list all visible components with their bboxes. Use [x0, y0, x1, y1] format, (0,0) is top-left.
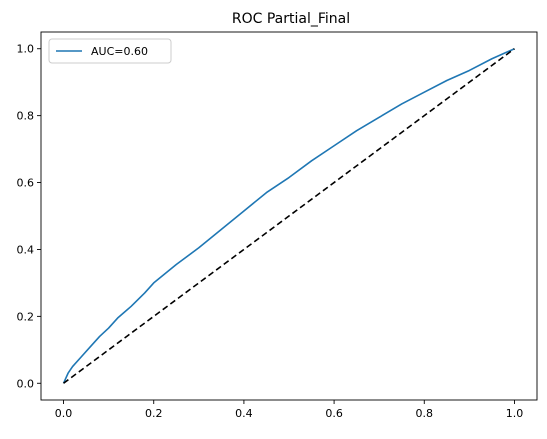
- y-tick-label: 1.0: [17, 43, 35, 56]
- y-tick-label: 0.6: [17, 177, 35, 190]
- diagonal-reference-line: [63, 48, 515, 384]
- roc-curve-line: [62, 47, 515, 384]
- x-tick-label: 0.2: [145, 407, 163, 420]
- y-tick-label: 0.8: [17, 110, 35, 123]
- y-tick-label: 0.0: [17, 377, 35, 390]
- plot-frame: [40, 31, 538, 401]
- x-tick-label: 0.0: [55, 407, 73, 420]
- chart-title: ROC Partial_Final: [232, 11, 350, 27]
- x-tick-label: 0.6: [325, 407, 343, 420]
- x-tick-label: 0.4: [235, 407, 253, 420]
- x-tick-label: 0.8: [416, 407, 434, 420]
- y-tick-label: 0.4: [17, 243, 35, 256]
- legend-box: [48, 38, 172, 64]
- legend-label: AUC=0.60: [91, 45, 148, 58]
- x-tick-label: 1.0: [506, 407, 524, 420]
- y-tick-label: 0.2: [17, 310, 35, 323]
